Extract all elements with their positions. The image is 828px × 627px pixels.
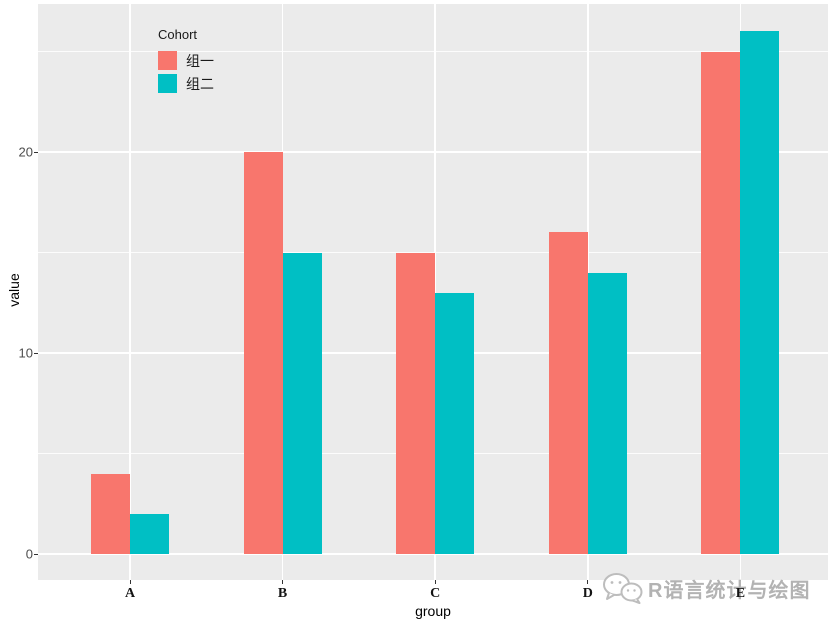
y-tick: [34, 151, 38, 153]
major-gridline: [38, 151, 828, 153]
plot-panel: [38, 4, 828, 580]
major-gridline: [38, 553, 828, 555]
category-gridline: [129, 4, 131, 580]
bar-组一-A: [91, 473, 130, 554]
bar-组二-E: [740, 31, 780, 554]
y-tick-label: 0: [25, 546, 33, 562]
x-axis-title: group: [415, 603, 451, 619]
bar-组二-B: [282, 252, 322, 554]
y-tick-label: 10: [18, 345, 33, 361]
x-tick-label: D: [582, 586, 593, 601]
watermark-text: R语言统计与绘图: [648, 579, 811, 602]
y-tick: [34, 553, 38, 555]
wechat-icon: [601, 572, 643, 609]
legend-title: Cohort: [158, 27, 198, 42]
y-tick: [34, 352, 38, 354]
category-gridline: [434, 4, 436, 580]
y-axis-title: value: [6, 273, 22, 307]
x-tick-label: B: [277, 586, 288, 601]
legend-swatch: [158, 51, 177, 70]
x-tick: [129, 580, 131, 584]
legend: Cohort 组一组二: [158, 27, 214, 95]
legend-entry-label: 组二: [186, 77, 214, 93]
minor-gridline: [38, 51, 828, 52]
legend-entry-组二: 组二: [158, 72, 214, 95]
watermark: R语言统计与绘图: [601, 572, 810, 609]
y-tick-label: 20: [18, 144, 33, 160]
legend-entry-组一: 组一: [158, 49, 214, 72]
x-tick: [434, 580, 436, 584]
x-tick: [587, 580, 589, 584]
x-tick-label: C: [430, 586, 441, 601]
bar-组一-E: [701, 51, 741, 554]
x-tick: [282, 580, 284, 584]
bar-组二-D: [587, 272, 627, 554]
bar-组一-B: [243, 152, 283, 554]
bar-组一-C: [396, 252, 436, 554]
bar-组二-A: [130, 513, 169, 554]
x-tick-label: E: [735, 586, 746, 601]
x-tick: [739, 580, 741, 584]
bar-组一-D: [548, 232, 588, 554]
bar-组二-C: [435, 292, 475, 554]
x-tick-label: A: [124, 586, 136, 601]
legend-entry-label: 组一: [186, 54, 214, 70]
legend-swatch: [158, 74, 177, 93]
